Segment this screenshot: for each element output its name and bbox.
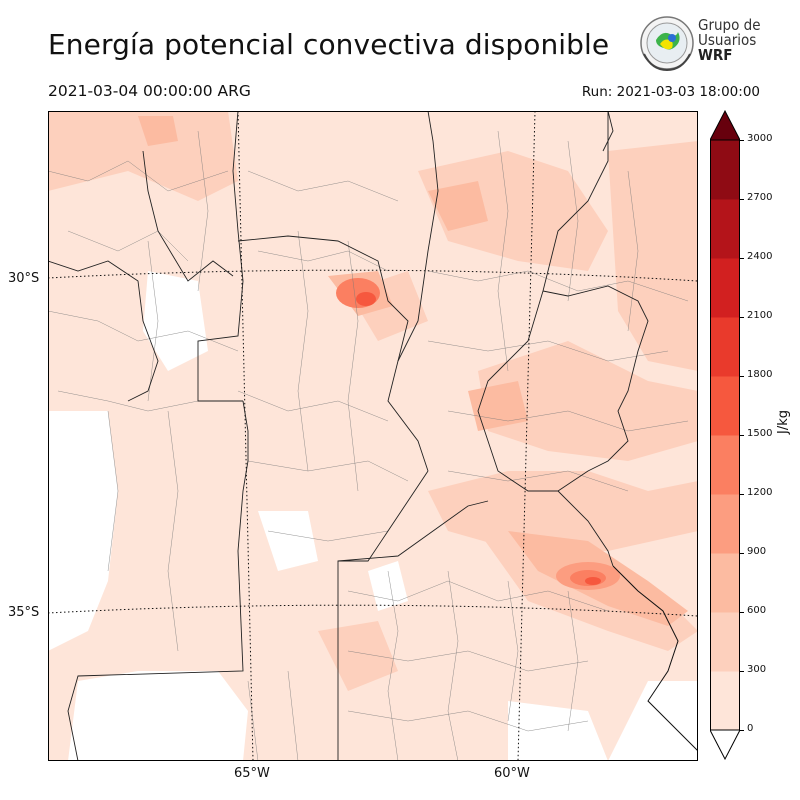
- logo-line2: Usuarios: [698, 31, 757, 49]
- wrf-logo: Grupo de Usuarios WRF: [638, 14, 788, 74]
- colorbar-tick-label: 1200: [747, 487, 773, 498]
- colorbar-tick-mark: [740, 553, 744, 554]
- colorbar-tick-label: 2400: [747, 251, 773, 262]
- colorbar-tick-mark: [740, 612, 744, 613]
- map-title: Energía potencial convectiva disponible: [48, 28, 610, 61]
- colorbar-segment: [710, 553, 740, 613]
- department-boundaries: [48, 130, 689, 761]
- parallel-30s: [48, 269, 698, 282]
- colorbar-tick-label: 1800: [747, 369, 773, 380]
- colorbar-segments: [710, 140, 740, 731]
- colorbar-tick-mark: [740, 376, 744, 377]
- lon-label-65w: 65°W: [234, 766, 270, 781]
- logo-line1: Grupo de: [698, 16, 761, 34]
- colorbar-tick-mark: [740, 435, 744, 436]
- globe-seal-icon: [640, 16, 694, 72]
- coastline: [612, 565, 698, 752]
- colorbar-tick-label: 600: [747, 605, 767, 616]
- colorbar-segment: [710, 494, 740, 554]
- colorbar-tick-label: 3000: [747, 133, 773, 144]
- colorbar-tick-label: 0: [747, 723, 754, 734]
- colorbar-segment: [710, 140, 740, 200]
- parallel-35s: [48, 604, 698, 617]
- colorbar-segment: [710, 612, 740, 672]
- logo-line3: WRF: [698, 46, 733, 64]
- colorbar-tick-mark: [740, 730, 744, 731]
- cape-map: [48, 111, 698, 761]
- lat-label-30s: 30°S: [8, 271, 40, 286]
- province-borders: [48, 111, 649, 761]
- colorbar-tick-label: 900: [747, 546, 767, 557]
- colorbar-extend-high: [710, 110, 740, 141]
- colorbar-segment: [710, 376, 740, 436]
- colorbar-tick-label: 2700: [747, 192, 773, 203]
- colorbar-tick-mark: [740, 671, 744, 672]
- high-cape-hotspots: [336, 278, 620, 590]
- graticule: [48, 111, 698, 761]
- colorbar-segment: [710, 317, 740, 377]
- map-frame: [48, 111, 698, 761]
- colorbar-tick-mark: [740, 258, 744, 259]
- colorbar-extend-low: [710, 729, 740, 760]
- lat-label-35s: 35°S: [8, 605, 40, 620]
- colorbar-tick-mark: [740, 317, 744, 318]
- colorbar-tick-mark: [740, 199, 744, 200]
- colorbar-segment: [710, 435, 740, 495]
- lon-label-60w: 60°W: [494, 766, 530, 781]
- colorbar-tick-mark: [740, 494, 744, 495]
- run-time: Run: 2021-03-03 18:00:00: [581, 84, 760, 100]
- colorbar-unit: J/kg: [776, 410, 791, 434]
- colorbar-segment: [710, 671, 740, 731]
- valid-time: 2021-03-04 00:00:00 ARG: [48, 82, 251, 100]
- colorbar: [710, 110, 740, 760]
- colorbar-tick-label: 1500: [747, 428, 773, 439]
- colorbar-tick-label: 2100: [747, 310, 773, 321]
- colorbar-frame: [710, 139, 740, 731]
- meridian-65w: [237, 111, 254, 761]
- low-cape-areas: [48, 271, 698, 761]
- colorbar-tick-label: 300: [747, 664, 767, 675]
- meridian-60w: [517, 111, 536, 761]
- colorbar-tick-mark: [740, 140, 744, 141]
- colorbar-segment: [710, 199, 740, 259]
- colorbar-segment: [710, 258, 740, 318]
